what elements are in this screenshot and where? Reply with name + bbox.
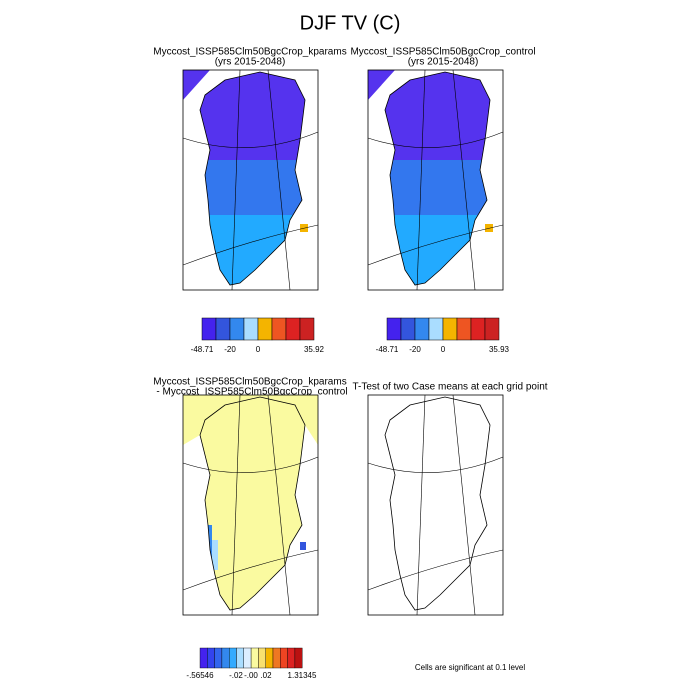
colorbar: [201, 317, 315, 341]
panel-title: Myccost_ISSP585Clm50BgcCrop_kparams: [153, 47, 346, 58]
panel-title: Myccost_ISSP585Clm50BgcCrop_kparams: [153, 377, 346, 388]
map: [367, 394, 504, 616]
colorbar-label: 35.93: [489, 345, 510, 354]
panel-subtitle: (yrs 2015-2048): [215, 57, 286, 68]
colorbar-label: -48.71: [376, 345, 399, 354]
colorbar-label: -.00: [244, 671, 258, 680]
colorbar: [199, 647, 303, 669]
colorbar-label: .02: [260, 671, 272, 680]
colorbar-label: -48.71: [191, 345, 214, 354]
colorbar-label: 1.31345: [288, 671, 317, 680]
map: [182, 394, 319, 616]
colorbar-label: -20: [224, 345, 236, 354]
colorbar-label: 0: [441, 345, 446, 354]
colorbar-label: -.56546: [186, 671, 214, 680]
footnote: Cells are significant at 0.1 level: [415, 663, 526, 672]
colorbar-label: 35.92: [304, 345, 325, 354]
map: [180, 60, 320, 295]
panel-subtitle: (yrs 2015-2048): [408, 57, 479, 68]
colorbar-label: -.02: [229, 671, 243, 680]
panel-subtitle: - Myccost_ISSP585Clm50BgcCrop_control: [156, 387, 347, 398]
panel-title: Myccost_ISSP585Clm50BgcCrop_control: [350, 47, 535, 58]
map: [365, 60, 505, 295]
colorbar-label: 0: [256, 345, 261, 354]
panel-title: T-Test of two Case means at each grid po…: [352, 382, 547, 393]
figure-title: DJF TV (C): [300, 12, 401, 34]
colorbar-label: -20: [409, 345, 421, 354]
colorbar: [386, 317, 500, 341]
